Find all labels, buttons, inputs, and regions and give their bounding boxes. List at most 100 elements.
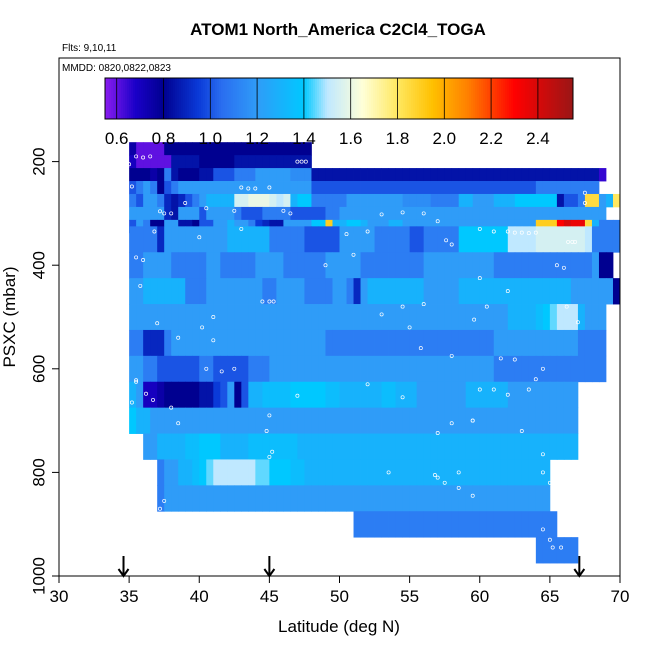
heatmap-cell bbox=[185, 329, 193, 357]
colorbar-segment bbox=[509, 78, 512, 119]
heatmap-cell bbox=[290, 226, 298, 253]
heatmap-cell bbox=[535, 381, 544, 409]
heatmap-cell bbox=[542, 433, 551, 460]
heatmap-cell bbox=[269, 381, 277, 409]
heatmap-cell bbox=[423, 329, 432, 357]
heatmap-cell bbox=[395, 459, 404, 486]
heatmap-cell bbox=[577, 226, 586, 253]
heatmap-cell bbox=[213, 181, 221, 195]
heatmap-cell bbox=[528, 226, 537, 253]
heatmap-cell bbox=[283, 407, 291, 434]
colorbar-segment bbox=[317, 78, 320, 119]
heatmap-cell bbox=[437, 193, 446, 208]
heatmap-cell bbox=[374, 278, 382, 305]
heatmap-cell bbox=[332, 407, 340, 434]
heatmap-cell bbox=[437, 168, 446, 182]
colorbar-segment bbox=[459, 78, 462, 119]
heatmap-cell bbox=[500, 381, 509, 409]
heatmap-cell bbox=[276, 278, 284, 305]
colorbar-segment bbox=[187, 78, 190, 119]
heatmap-cell bbox=[297, 193, 305, 208]
heatmap-cell bbox=[388, 193, 396, 208]
heatmap-cell bbox=[570, 537, 579, 564]
heatmap-cell bbox=[493, 304, 502, 331]
colorbar-segment bbox=[263, 78, 266, 119]
data-point bbox=[564, 304, 569, 309]
colorbar-segment bbox=[237, 78, 240, 119]
data-point bbox=[407, 325, 412, 330]
heatmap-cell bbox=[283, 433, 291, 460]
heatmap-cell bbox=[234, 181, 242, 195]
heatmap-cell bbox=[227, 278, 235, 305]
heatmap-cell bbox=[465, 226, 474, 253]
heatmap-cell bbox=[220, 252, 228, 279]
heatmap-cell bbox=[227, 168, 235, 182]
heatmap-cell bbox=[150, 304, 158, 331]
colorbar-segment bbox=[193, 78, 196, 119]
heatmap-cell bbox=[129, 226, 137, 253]
heatmap-cell bbox=[150, 433, 158, 460]
colorbar-segment bbox=[267, 78, 270, 119]
heatmap-cell bbox=[185, 278, 193, 305]
heatmap-cell bbox=[584, 193, 593, 208]
heatmap-cell bbox=[206, 142, 214, 156]
heatmap-cell bbox=[157, 278, 165, 305]
heatmap-cell bbox=[458, 181, 467, 195]
colorbar-segment bbox=[147, 78, 150, 119]
heatmap-cell bbox=[437, 206, 446, 221]
heatmap-cell bbox=[514, 168, 523, 182]
heatmap-cell bbox=[395, 329, 404, 357]
heatmap-cell bbox=[381, 355, 389, 383]
heatmap-cell bbox=[150, 142, 158, 156]
colorbar-segment bbox=[471, 78, 474, 119]
heatmap-cell bbox=[227, 381, 235, 409]
heatmap-cell bbox=[437, 278, 446, 305]
colorbar-segment bbox=[377, 78, 380, 119]
data-point bbox=[134, 255, 139, 260]
heatmap-cell bbox=[409, 433, 418, 460]
heatmap-cell bbox=[437, 329, 446, 357]
heatmap-cell bbox=[465, 168, 474, 182]
heatmap-cell bbox=[248, 433, 256, 460]
heatmap-cell bbox=[493, 206, 502, 221]
heatmap-cell bbox=[381, 485, 389, 512]
data-point bbox=[477, 226, 482, 231]
heatmap-cell bbox=[542, 252, 551, 279]
heatmap-cell bbox=[423, 252, 432, 279]
heatmap-cell bbox=[388, 381, 396, 409]
heatmap-cell bbox=[136, 181, 144, 195]
heatmap-cell bbox=[136, 155, 144, 169]
heatmap-cell bbox=[465, 433, 474, 460]
data-point bbox=[158, 209, 162, 214]
heatmap-cell bbox=[248, 142, 256, 156]
heatmap-cell bbox=[472, 168, 481, 182]
heatmap-cell bbox=[311, 485, 319, 512]
colorbar-segment bbox=[463, 78, 466, 119]
heatmap-cell bbox=[304, 155, 312, 169]
heatmap-cell bbox=[220, 355, 228, 383]
colorbar-tick-labels: 0.6 0.8 1.0 1.2 1.4 1.6 1.8 2.0 2.2 2.4 bbox=[105, 78, 550, 148]
heatmap-cell bbox=[584, 226, 593, 253]
heatmap-cell bbox=[416, 329, 425, 357]
heatmap-cell bbox=[213, 252, 221, 279]
heatmap-cell bbox=[318, 381, 326, 409]
heatmap-cell bbox=[549, 206, 558, 221]
data-point bbox=[400, 395, 405, 400]
heatmap-cell bbox=[500, 193, 509, 208]
heatmap-cell bbox=[409, 193, 418, 208]
heatmap-cell bbox=[255, 168, 263, 182]
data-point bbox=[267, 413, 272, 418]
colorbar-segment bbox=[417, 78, 420, 119]
heatmap-cell bbox=[157, 142, 165, 156]
colorbar-segment bbox=[301, 78, 304, 119]
heatmap-cell bbox=[542, 193, 551, 208]
heatmap-cell bbox=[262, 168, 270, 182]
heatmap-cell bbox=[570, 278, 579, 305]
heatmap-cell bbox=[451, 329, 460, 357]
heatmap-cell bbox=[276, 168, 284, 182]
heatmap-cell bbox=[241, 181, 249, 195]
colorbar-tick-label: 1.2 bbox=[245, 129, 269, 148]
heatmap-cell bbox=[129, 329, 137, 357]
heatmap-cell bbox=[353, 433, 361, 460]
heatmap-cell bbox=[213, 142, 221, 156]
